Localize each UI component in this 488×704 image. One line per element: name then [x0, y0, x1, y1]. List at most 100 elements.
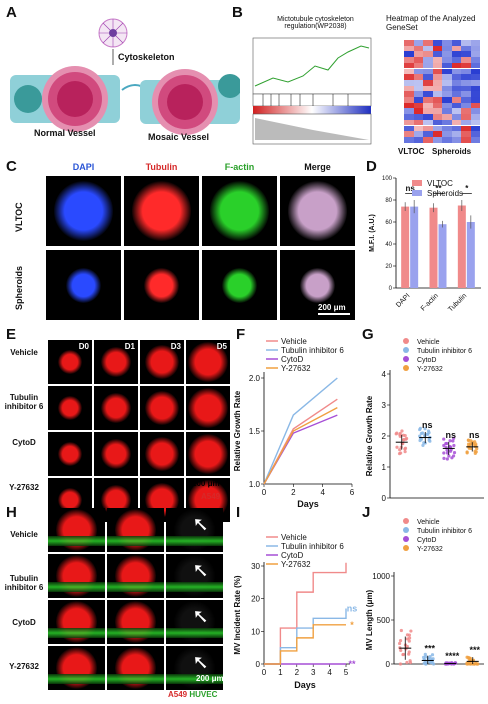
data-point [424, 655, 428, 659]
significance-label: ns [405, 184, 415, 193]
huvec-layer [48, 674, 105, 684]
data-point [423, 427, 427, 431]
row-label-e: Tubulin inhibitor 6 [4, 393, 44, 411]
data-point [402, 438, 406, 442]
micrograph-vltoc [46, 176, 121, 246]
tick-label: 1.0 [249, 480, 261, 489]
category-label: DAPI [395, 292, 412, 309]
tick-label: 20 [251, 595, 260, 604]
chart-f: 0 2 4 6 1.0 1.5 2.0 Days Relative Growth Rate Veh… [233, 338, 355, 509]
panel-a-schematic [10, 18, 240, 135]
data-point [418, 426, 422, 431]
data-point [445, 457, 449, 461]
spheroid-blob [209, 181, 270, 241]
spheroid-blob [300, 267, 335, 303]
significance-label: ** [435, 184, 442, 193]
heatmap-cell [442, 91, 452, 97]
heatmap-cell [404, 79, 414, 86]
micrograph-growth [94, 386, 138, 430]
micrograph-invasion: ➘ [166, 554, 223, 598]
heatmap-cell [432, 114, 442, 120]
panel-c-label: C [6, 158, 17, 175]
heatmap-cell [423, 125, 433, 132]
data-point [421, 443, 425, 448]
heatmap-cell [442, 102, 452, 109]
data-point [473, 451, 477, 455]
tick-label: 0 [389, 286, 393, 292]
heatmap-cell [413, 131, 423, 137]
tick-label: 4 [327, 668, 332, 677]
data-point [442, 456, 446, 460]
data-point [430, 661, 434, 665]
heatmap-cell [451, 91, 461, 97]
heatmap-cell [442, 85, 452, 92]
legend-h: A549 HUVEC [168, 690, 218, 699]
tick-label: 0 [386, 660, 391, 669]
panel-g-label: G [362, 326, 374, 343]
heatmap-cell [413, 91, 423, 97]
heatmap-cell [423, 97, 433, 103]
heatmap-cell [423, 51, 433, 58]
heatmap-cell [432, 136, 442, 143]
data-point [466, 438, 471, 443]
legend-swatch [412, 190, 422, 196]
spheroid-blob [101, 439, 131, 469]
chart-i: 0 1 2 3 4 5 0 10 20 30 Days MV Incident Rate (%) ns *… [233, 533, 357, 690]
legend-swatch [403, 347, 409, 353]
legend-label: Y-27632 [281, 364, 311, 373]
legend-label: Tubulin inhibitor 6 [281, 346, 344, 355]
tick-label: 40 [385, 242, 392, 248]
data-point [423, 652, 427, 656]
legend-label: Vehicle [417, 339, 440, 346]
legend-swatch [403, 527, 409, 533]
data-point [465, 451, 469, 455]
micrograph-growth: D0 [48, 340, 92, 384]
huvec-layer [107, 536, 164, 546]
data-point [403, 446, 408, 450]
data-point [448, 439, 452, 443]
legend-label: CytoD [417, 357, 436, 364]
data-point [405, 637, 409, 641]
heatmap-cell [470, 79, 480, 86]
series-line [264, 608, 347, 665]
heatmap-cell [404, 51, 414, 58]
data-point [451, 439, 455, 443]
series-line [263, 414, 338, 485]
heatmap-cell [470, 119, 480, 126]
y-axis-label: Relative Growth Rate [365, 395, 374, 476]
data-point [401, 652, 405, 657]
heatmap-cell [432, 125, 442, 132]
heatmap-cell [423, 68, 433, 75]
heatmap-cell [451, 125, 461, 132]
heatmap-cell [423, 108, 433, 115]
heatmap-cell [442, 108, 452, 115]
tick-label: 3 [382, 401, 387, 410]
huvec-layer [166, 628, 223, 638]
heatmap-cell [413, 79, 423, 86]
bar [401, 206, 410, 288]
heatmap-cell [461, 131, 471, 137]
heatmap-cell [413, 97, 423, 103]
normal-vessel-label: Normal Vessel [34, 128, 96, 138]
row-vltoc: VLTOC [14, 202, 24, 232]
heatmap-cell [470, 45, 480, 52]
heatmap-cell [423, 131, 433, 137]
legend-swatch [403, 518, 409, 524]
data-point [447, 454, 451, 458]
tick-label: 100 [382, 176, 393, 182]
heatmap-cell [451, 97, 461, 103]
heatmap-cell [451, 45, 461, 52]
heatmap-cell [404, 85, 414, 92]
heatmap-cell [404, 131, 414, 137]
heatmap-cell [451, 68, 461, 75]
day-label: D1 [124, 342, 135, 351]
micrograph-spheroids [280, 250, 355, 320]
normal-vessel-illustration [10, 66, 120, 132]
huvec-layer [48, 536, 105, 546]
heatmap-cell [461, 51, 471, 58]
heatmap-cell [461, 91, 471, 97]
heatmap-cell [404, 114, 414, 120]
heatmap-cell [442, 62, 452, 69]
bar [438, 224, 447, 288]
heatmap-cell [451, 79, 461, 86]
